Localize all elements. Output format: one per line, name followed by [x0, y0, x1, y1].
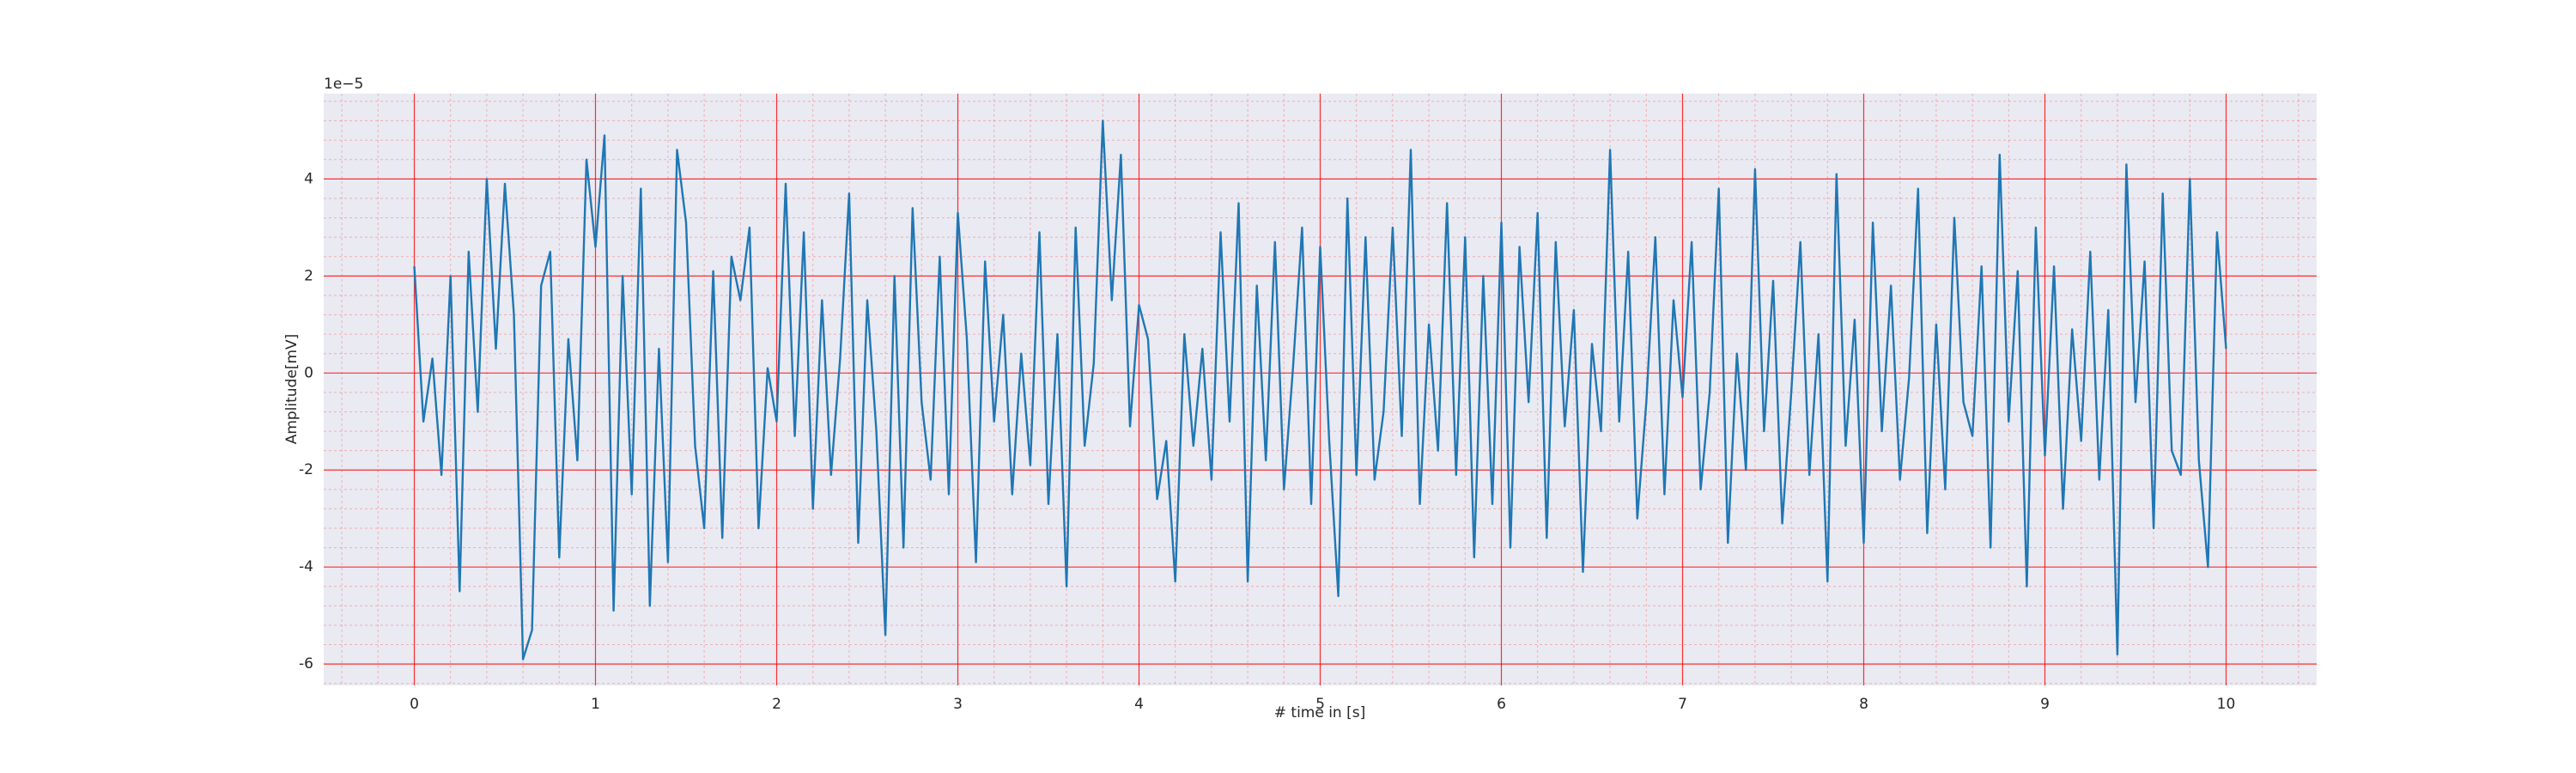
x-tick-label: 3: [953, 696, 963, 713]
y-tick-label: 4: [304, 170, 313, 187]
x-tick-label: 2: [772, 696, 781, 713]
x-tick-label: 5: [1315, 696, 1325, 713]
x-tick-label: 7: [1678, 696, 1687, 713]
y-tick-label: -6: [299, 655, 313, 673]
x-tick-label: 10: [2217, 696, 2236, 713]
x-tick-label: 6: [1497, 696, 1506, 713]
x-tick-label: 0: [410, 696, 419, 713]
x-tick-label: 8: [1859, 696, 1868, 713]
x-tick-label: 1: [591, 696, 600, 713]
y-offset-label: 1e−5: [324, 76, 363, 93]
x-tick-label: 4: [1134, 696, 1144, 713]
signal-line: [413, 119, 2227, 660]
x-axis-label: # time in [s]: [1274, 704, 1365, 721]
x-tick-label: 9: [2040, 696, 2050, 713]
y-tick-label: 2: [304, 267, 313, 284]
y-axis-label: Amplitude[mV]: [283, 334, 301, 445]
y-tick-label: -4: [299, 558, 313, 575]
y-tick-label: -2: [299, 461, 313, 478]
y-tick-label: 0: [304, 364, 313, 381]
